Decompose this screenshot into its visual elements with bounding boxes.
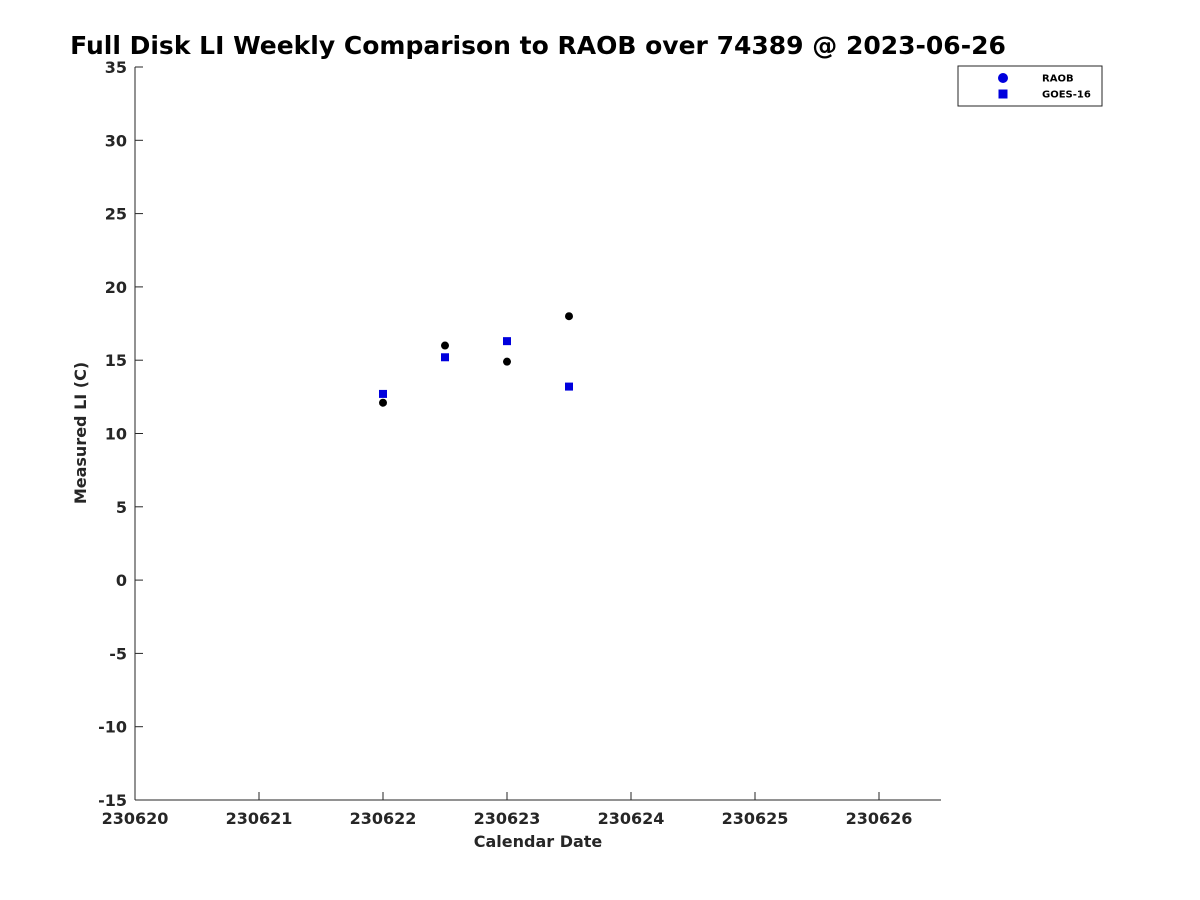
goes-16-point [503, 337, 511, 346]
legend-box [957, 65, 1103, 107]
plot-points [379, 312, 573, 407]
legend-marker [998, 89, 1008, 99]
y-tick-label: 10 [105, 425, 127, 444]
x-tick-label: 230625 [722, 809, 789, 828]
raob-point [565, 312, 573, 321]
y-tick-label: 30 [105, 131, 127, 150]
x-tick-label: 230622 [350, 809, 417, 828]
raob-point [441, 341, 449, 350]
goes-16-point [441, 353, 449, 362]
legend-label: GOES-16 [1042, 90, 1091, 101]
legend-label: RAOB [1042, 74, 1074, 85]
x-tick-label: 230621 [226, 809, 293, 828]
raob-point [379, 398, 387, 407]
y-tick-label: -15 [98, 791, 127, 810]
goes-16-point [379, 389, 387, 398]
goes-16-point [565, 382, 573, 391]
x-tick-label: 230626 [846, 809, 913, 828]
legend-marker [998, 73, 1008, 83]
y-axis-label: Measured LI (C) [71, 362, 90, 504]
y-tick-label: 20 [105, 278, 127, 297]
legend: RAOB GOES-16 [957, 65, 1103, 107]
x-tick-label: 230623 [474, 809, 541, 828]
y-tick-label: 15 [105, 351, 127, 370]
y-tick-label: -5 [109, 644, 127, 663]
y-tick-label: 35 [105, 58, 127, 77]
y-tick-label: 0 [116, 571, 127, 590]
x-tick-label: 230620 [102, 809, 169, 828]
x-tick-label: 230624 [598, 809, 665, 828]
y-tick-label: 25 [105, 205, 127, 224]
chart-title: Full Disk LI Weekly Comparison to RAOB o… [70, 31, 1006, 60]
y-tick-label: 5 [116, 498, 127, 517]
y-tick-label: -10 [98, 718, 127, 737]
raob-point [503, 357, 511, 366]
x-axis-label: Calendar Date [474, 832, 603, 851]
